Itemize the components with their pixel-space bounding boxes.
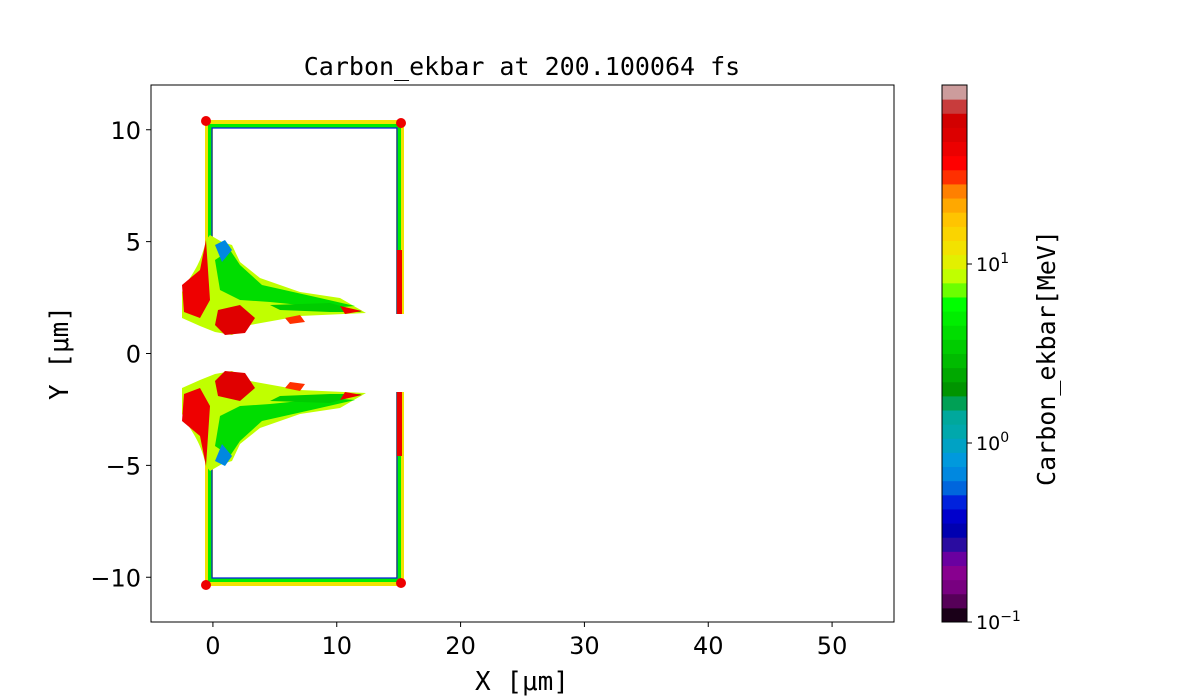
x-tick-label: 50 [817, 632, 848, 660]
plot-frame [150, 84, 895, 623]
colorbar-level [942, 537, 967, 552]
colorbar-tick-label: 101 [976, 251, 1009, 276]
y-tick-label: −10 [90, 564, 141, 592]
colorbar-level [942, 452, 967, 468]
colorbar-level [942, 226, 967, 241]
colorbar-level [942, 311, 967, 326]
colorbar-level [942, 99, 967, 114]
colorbar-level [942, 240, 967, 256]
colorbar-level [942, 607, 967, 623]
y-tick-label: 0 [126, 341, 141, 369]
colorbar-level [942, 367, 967, 383]
colorbar-level [942, 183, 967, 199]
colorbar-level [942, 438, 967, 453]
x-tick-label: 0 [205, 632, 220, 660]
colorbar-level [942, 565, 967, 581]
x-axis: 0 10 20 30 40 50 [205, 622, 847, 660]
colorbar-level [942, 198, 967, 213]
chart-title: Carbon_ekbar at 200.100064 fs [304, 52, 741, 81]
colorbar-level [942, 141, 967, 157]
colorbar-level [942, 282, 967, 298]
colorbar-level [942, 212, 967, 227]
colorbar-level [942, 381, 967, 397]
colorbar-level [942, 494, 967, 510]
colorbar-level [942, 579, 967, 595]
colorbar-level [942, 325, 967, 340]
colorbar-level [942, 113, 967, 128]
colorbar-level [942, 169, 967, 185]
colorbar-level [942, 395, 967, 411]
colorbar-level [942, 155, 967, 171]
y-tick-label: −5 [106, 452, 141, 480]
heatmap-field [182, 116, 406, 590]
colorbar-level [942, 85, 967, 100]
x-axis-label: X [μm] [475, 667, 569, 697]
colorbar-level [942, 508, 967, 524]
colorbar-level [942, 523, 967, 538]
colorbar-level [942, 480, 967, 496]
x-tick-label: 40 [693, 632, 724, 660]
colorbar-ticks: 10−1 100 101 [967, 251, 1021, 634]
y-tick-label: 10 [110, 117, 141, 145]
colorbar-level [942, 424, 967, 439]
colorbar-level [942, 296, 967, 312]
colorbar-tick-label: 100 [976, 430, 1009, 455]
colorbar-level [942, 466, 967, 482]
x-tick-label: 20 [445, 632, 476, 660]
upper-target-region [182, 116, 406, 335]
colorbar [942, 85, 967, 623]
colorbar-level [942, 339, 967, 354]
colorbar-level [942, 353, 967, 369]
x-tick-label: 30 [569, 632, 600, 660]
colorbar-level [942, 127, 967, 143]
colorbar-label: Carbon_ekbar[MeV] [1032, 230, 1061, 486]
y-axis: −10 −5 0 5 10 [90, 117, 151, 592]
colorbar-level [942, 410, 967, 425]
colorbar-tick-label: 10−1 [976, 609, 1021, 634]
colorbar-level [942, 254, 967, 270]
lower-target-region [182, 371, 406, 590]
colorbar-frame [941, 84, 968, 623]
colorbar-level [942, 268, 967, 284]
y-tick-label: 5 [126, 229, 141, 257]
y-axis-label: Y [μm] [45, 306, 75, 400]
x-tick-label: 10 [321, 632, 352, 660]
colorbar-level [942, 593, 967, 609]
colorbar-level [942, 551, 967, 566]
